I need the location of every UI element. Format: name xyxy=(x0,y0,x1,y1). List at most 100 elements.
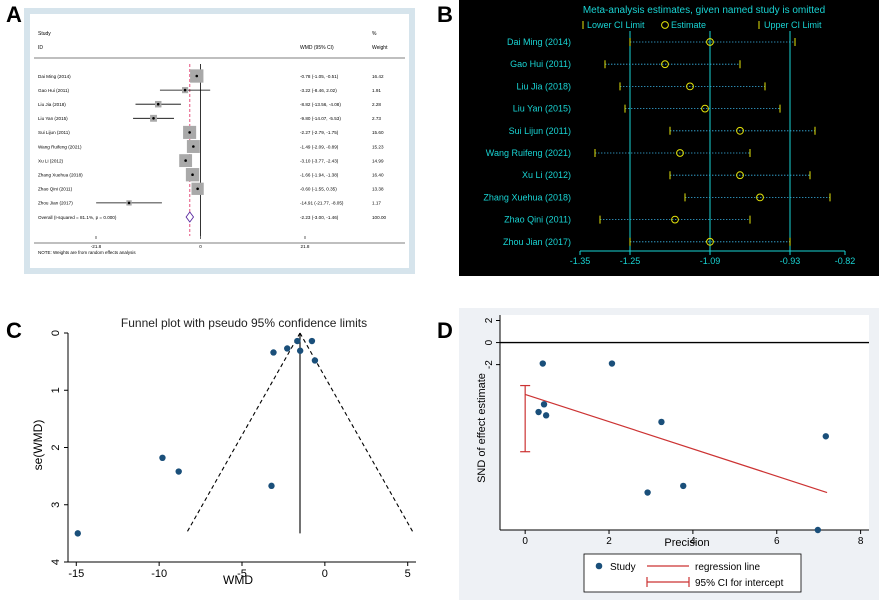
forest-plot-inner-bg xyxy=(30,14,409,268)
forest-overall-label: Overall (I-squared = 81.1%, p = 0.000) xyxy=(38,215,117,220)
egger-x-tick-label: 0 xyxy=(522,536,528,547)
forest-weight-text: 16.42 xyxy=(372,74,384,79)
egger-study-point xyxy=(542,412,550,419)
funnel-y-tick-label: 0 xyxy=(50,330,62,336)
funnel-study-point xyxy=(74,530,81,537)
legend-study-label: Study xyxy=(610,562,636,573)
forest-study-label: Dai Ming (2014) xyxy=(38,74,71,79)
sensitivity-study-label: Dai Ming (2014) xyxy=(507,37,571,47)
egger-study-point xyxy=(822,433,830,440)
egger-study-point xyxy=(680,482,687,490)
legend-estimate-label: Estimate xyxy=(671,20,706,30)
forest-study-label: Wang Ruifeng (2021) xyxy=(38,144,82,149)
forest-effect-text: -14.91 (-21.77, -8.05) xyxy=(300,201,344,206)
forest-effect-text: -1.49 (-2.09, -0.89) xyxy=(300,144,339,149)
forest-point-estimate xyxy=(156,102,160,106)
sensitivity-estimate-marker xyxy=(706,38,714,46)
sensitivity-estimate-marker xyxy=(736,171,744,180)
legend-study-marker xyxy=(595,562,603,570)
forest-effect-text: -1.66 (-1.94, -1.38) xyxy=(300,173,339,178)
forest-study-label: Liu Yan (2015) xyxy=(38,116,68,121)
panel-label-b: B xyxy=(437,2,453,27)
sensitivity-study-label: Liu Jia (2018) xyxy=(516,81,571,91)
sensitivity-estimate-marker xyxy=(706,237,714,246)
egger-study-point xyxy=(540,401,548,408)
sensitivity-estimate-marker xyxy=(671,215,679,224)
funnel-xlabel: WMD xyxy=(223,573,253,587)
forest-weight-text: 2.28 xyxy=(372,102,381,107)
funnel-y-tick-label: 2 xyxy=(50,444,62,450)
panel-label-a: A xyxy=(6,2,22,27)
forest-effect-text: -0.78 (-1.05, -0.51) xyxy=(300,74,339,79)
sensitivity-x-tick-label: -1.25 xyxy=(620,256,641,266)
egger-ylabel: SND of effect estimate xyxy=(476,373,488,483)
egger-x-tick-label: 2 xyxy=(606,536,612,547)
funnel-plot-panel: Funnel plot with pseudo 95% confidence l… xyxy=(31,316,416,587)
forest-point-estimate xyxy=(191,173,194,176)
sensitivity-estimate-marker xyxy=(676,149,684,157)
panel-label-c: C xyxy=(6,318,22,343)
forest-point-estimate xyxy=(127,201,131,205)
sensitivity-study-label: Liu Yan (2015) xyxy=(513,104,571,114)
egger-study-point xyxy=(608,360,616,367)
egger-plot-panel: SND of effect estimate Precision 2 0 -2 0 2 4… xyxy=(459,308,879,600)
funnel-study-point xyxy=(296,347,304,354)
egger-x-tick-label: 4 xyxy=(690,536,696,547)
forest-effect-text: -0.60 (-1.55, 0.35) xyxy=(300,187,337,192)
forest-point-estimate xyxy=(184,159,187,162)
forest-overall-diamond xyxy=(185,211,195,223)
forest-note: NOTE: Weights are from random effects an… xyxy=(38,250,136,255)
forest-header-weight: Weight xyxy=(372,45,388,51)
forest-weight-text: 15.23 xyxy=(372,144,384,149)
egger-plot-area xyxy=(500,315,869,530)
funnel-study-point xyxy=(268,482,275,490)
forest-weight-text: 13.38 xyxy=(372,187,384,192)
forest-header-study: Study xyxy=(38,31,51,37)
sensitivity-title: Meta-analysis estimates, given named stu… xyxy=(583,5,825,16)
sensitivity-study-label: Sui Lijun (2011) xyxy=(509,126,571,136)
legend-lower-ci-label: Lower CI Limit xyxy=(587,20,645,30)
egger-study-point xyxy=(644,489,651,496)
sensitivity-legend: Lower CI Limit Estimate Upper CI Limit xyxy=(582,20,822,30)
sensitivity-estimate-marker xyxy=(686,82,694,91)
funnel-study-point xyxy=(308,337,316,345)
forest-header-id: ID xyxy=(38,45,43,51)
funnel-study-point xyxy=(284,345,291,352)
forest-effect-text: -9.80 (-14.07, -5.53) xyxy=(300,116,341,121)
legend-estimate-marker xyxy=(661,21,669,29)
egger-study-point xyxy=(539,360,546,367)
funnel-left-limit xyxy=(185,332,301,534)
forest-study-label: Zhao Qini (2011) xyxy=(38,187,73,192)
legend-upper-ci-label: Upper CI Limit xyxy=(764,20,822,30)
sensitivity-plot-panel: Meta-analysis estimates, given named stu… xyxy=(459,0,879,276)
forest-weight-text: 1.17 xyxy=(372,201,381,206)
funnel-x-tick-label: 0 xyxy=(322,568,328,580)
forest-effect-text: -2.27 (-2.79, -1.75) xyxy=(300,130,339,135)
sensitivity-estimate-marker xyxy=(661,60,669,69)
forest-point-estimate xyxy=(195,74,199,78)
forest-weight-text: 14.99 xyxy=(372,158,384,163)
sensitivity-study-label: Wang Ruifeng (2021) xyxy=(486,148,571,158)
funnel-x-tick-label: -15 xyxy=(68,568,84,580)
funnel-y-tick-label: 1 xyxy=(50,387,62,393)
forest-study-label: Xu Li (2012) xyxy=(38,158,63,163)
funnel-study-point xyxy=(311,357,319,364)
forest-weight-text: 1.91 xyxy=(372,88,381,93)
egger-study-point xyxy=(535,408,542,416)
sensitivity-study-label: Xu Li (2012) xyxy=(522,170,571,180)
forest-x-tick-label: 21.8 xyxy=(301,244,310,249)
forest-x-tick-label: -21.8 xyxy=(91,244,102,249)
sensitivity-estimate-marker xyxy=(701,104,709,113)
forest-study-label: Zhou Jian (2017) xyxy=(38,201,73,206)
forest-header-pct: % xyxy=(372,31,377,37)
sensitivity-x-tick-label: -0.93 xyxy=(780,256,801,266)
egger-y-tick-label: 2 xyxy=(484,317,495,323)
funnel-x-tick-label: -5 xyxy=(237,568,247,580)
forest-overall-effect-text: -2.23 (-3.00, -1.46) xyxy=(300,215,339,220)
forest-effect-text: -3.10 (-3.77, -2.43) xyxy=(300,158,339,163)
forest-x-tick-label: 0 xyxy=(199,244,202,249)
funnel-study-point xyxy=(294,337,301,345)
funnel-study-point xyxy=(159,454,166,462)
panel-label-d: D xyxy=(437,318,453,343)
forest-weight-text: 16.40 xyxy=(372,173,384,178)
